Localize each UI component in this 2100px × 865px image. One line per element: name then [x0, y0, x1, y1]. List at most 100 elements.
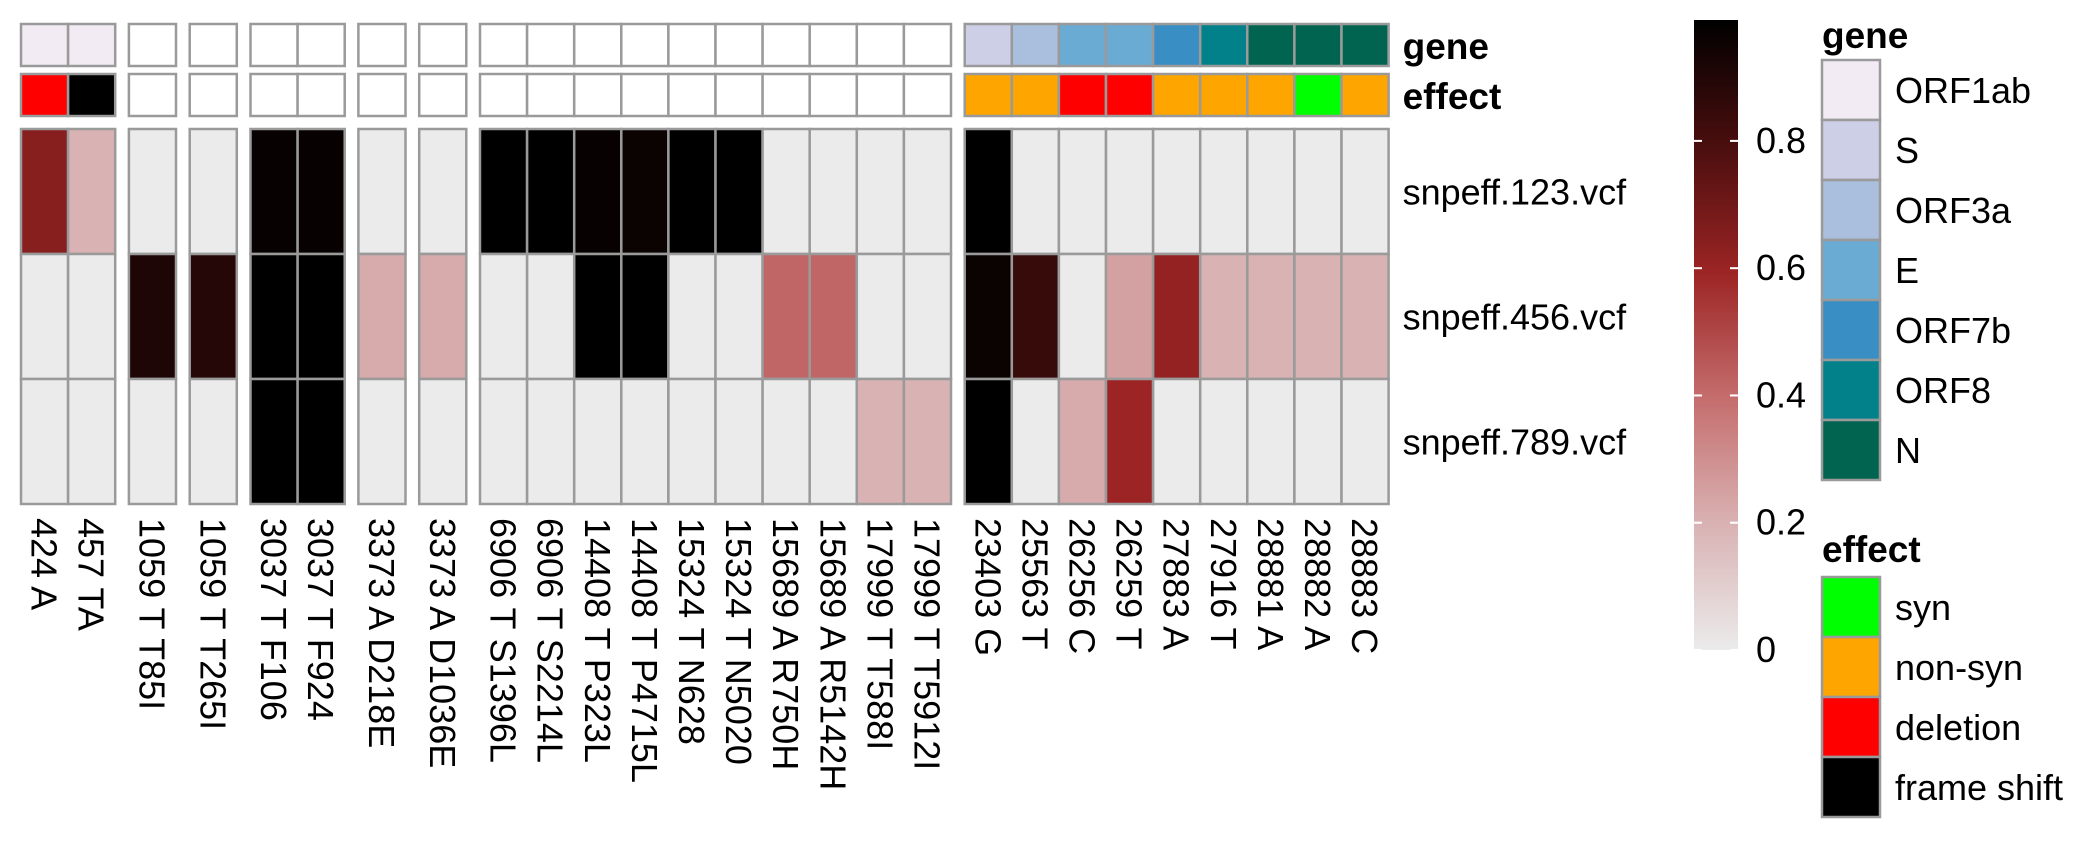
heatmap-cell [478, 252, 529, 381]
gene-legend-swatch [1820, 298, 1882, 362]
heatmap-cell [855, 252, 906, 381]
heatmap-cell [188, 127, 239, 256]
heatmap-cell [1010, 252, 1061, 381]
heatmap-cell [19, 252, 70, 381]
heatmap-cell [902, 252, 953, 381]
heatmap-cell [1151, 377, 1202, 506]
heatmap-cell [417, 127, 468, 256]
heatmap-cell [714, 252, 764, 381]
gene-annotation-cell [1010, 22, 1061, 68]
heatmap-cell [1246, 127, 1296, 256]
gene-annotation-cell [1246, 22, 1296, 68]
gene-legend-label: ORF8 [1895, 370, 1991, 411]
heatmap-cell [417, 252, 468, 381]
row-label: snpeff.456.vcf [1403, 297, 1627, 338]
column-label: 6906 T S1396L [483, 518, 524, 763]
heatmap-cell [1198, 377, 1249, 506]
gene-annotation-cell [620, 22, 670, 68]
heatmap-cell [714, 127, 764, 256]
effect-annotation-cell [188, 72, 239, 118]
gene-annotation-cell [417, 22, 468, 68]
effect-annotation-cell [1151, 72, 1202, 118]
heatmap-cell [902, 127, 953, 256]
gene-legend-swatch [1820, 238, 1882, 302]
effect-annotation-cell [808, 72, 859, 118]
column-label: 27916 T [1203, 518, 1244, 649]
heatmap-cell [357, 377, 407, 506]
effect-annotation-cell [1010, 72, 1061, 118]
heatmap-cell [620, 127, 670, 256]
heatmap-cell [357, 127, 407, 256]
gene-legend-label: N [1895, 430, 1921, 471]
heatmap-cell [66, 127, 117, 256]
effect-annotation-cell [902, 72, 953, 118]
heatmap-cell [1057, 127, 1108, 256]
column-label: 1059 T T265I [192, 518, 233, 730]
heatmap-cell [761, 127, 811, 256]
gene-annotation-cell [963, 22, 1014, 68]
heatmap-cell [667, 127, 717, 256]
colorbar-tick-label: 0.8 [1756, 120, 1806, 161]
gene-annotation-cell [1293, 22, 1343, 68]
heatmap-cell [1104, 377, 1155, 506]
gene-legend-swatch [1820, 118, 1882, 182]
effect-legend-swatch [1820, 575, 1882, 639]
heatmap-cell [572, 377, 623, 506]
row-label: snpeff.123.vcf [1403, 172, 1627, 213]
heatmap-cell [667, 252, 717, 381]
gene-annotation-cell [249, 22, 299, 68]
heatmap-cell [572, 252, 623, 381]
column-label: 28881 A [1250, 518, 1291, 650]
heatmap-cell [478, 127, 529, 256]
gene-annotation-cell [19, 22, 70, 68]
effect-annotation-cell [714, 72, 764, 118]
gene-legend-label: ORF3a [1895, 190, 2012, 231]
gene-annotation-cell [1340, 22, 1390, 68]
heatmap-cell [357, 252, 407, 381]
gene-annotation-cell [478, 22, 529, 68]
heatmap-cell [667, 377, 717, 506]
column-label: 15324 T N5020 [718, 518, 759, 765]
effect-legend-swatch [1820, 635, 1882, 699]
effect-legend-swatch [1820, 695, 1882, 759]
heatmap-cell [1057, 377, 1108, 506]
heatmap-cell [525, 252, 576, 381]
column-label: 27883 A [1156, 518, 1197, 650]
heatmap-cell [19, 377, 70, 506]
column-label: 3373 A D1036E [422, 518, 463, 768]
gene-annotation-cell [1151, 22, 1202, 68]
heatmap-cell [66, 377, 117, 506]
heatmap-cell [1246, 252, 1296, 381]
heatmap-cell [1198, 127, 1249, 256]
effect-annotation-cell [357, 72, 407, 118]
heatmap-cell [808, 377, 859, 506]
gene-annotation-cell [357, 22, 407, 68]
heatmap-cell [525, 127, 576, 256]
gene-annotation-cell [296, 22, 346, 68]
effect-annotation-cell [19, 72, 70, 118]
gene-legend-swatch [1820, 358, 1882, 422]
heatmap-cell [1340, 377, 1390, 506]
column-label: 15689 A R5142H [812, 518, 853, 790]
heatmap-cell [1010, 377, 1061, 506]
column-label: 28882 A [1297, 518, 1338, 650]
heatmap-cell [855, 127, 906, 256]
heatmap-cell [761, 252, 811, 381]
heatmap-cell [19, 127, 70, 256]
gene-legend-swatch [1820, 178, 1882, 242]
heatmap-cell [1010, 127, 1061, 256]
heatmap-cell [1293, 252, 1343, 381]
heatmap-cell [1246, 377, 1296, 506]
heatmap-cell [127, 377, 178, 506]
column-label: 6906 T S2214L [530, 518, 571, 763]
colorbar-tick-label: 0.2 [1756, 502, 1806, 543]
gene-annotation-cell [1057, 22, 1108, 68]
gene-annotation-cell [855, 22, 906, 68]
effect-annotation-cell [417, 72, 468, 118]
column-label: 14408 T P4715L [624, 518, 665, 783]
gene-annotation-cell [1198, 22, 1249, 68]
heatmap-cell [127, 127, 178, 256]
column-label: 23403 G [967, 518, 1008, 656]
gene-legend-label: E [1895, 250, 1919, 291]
